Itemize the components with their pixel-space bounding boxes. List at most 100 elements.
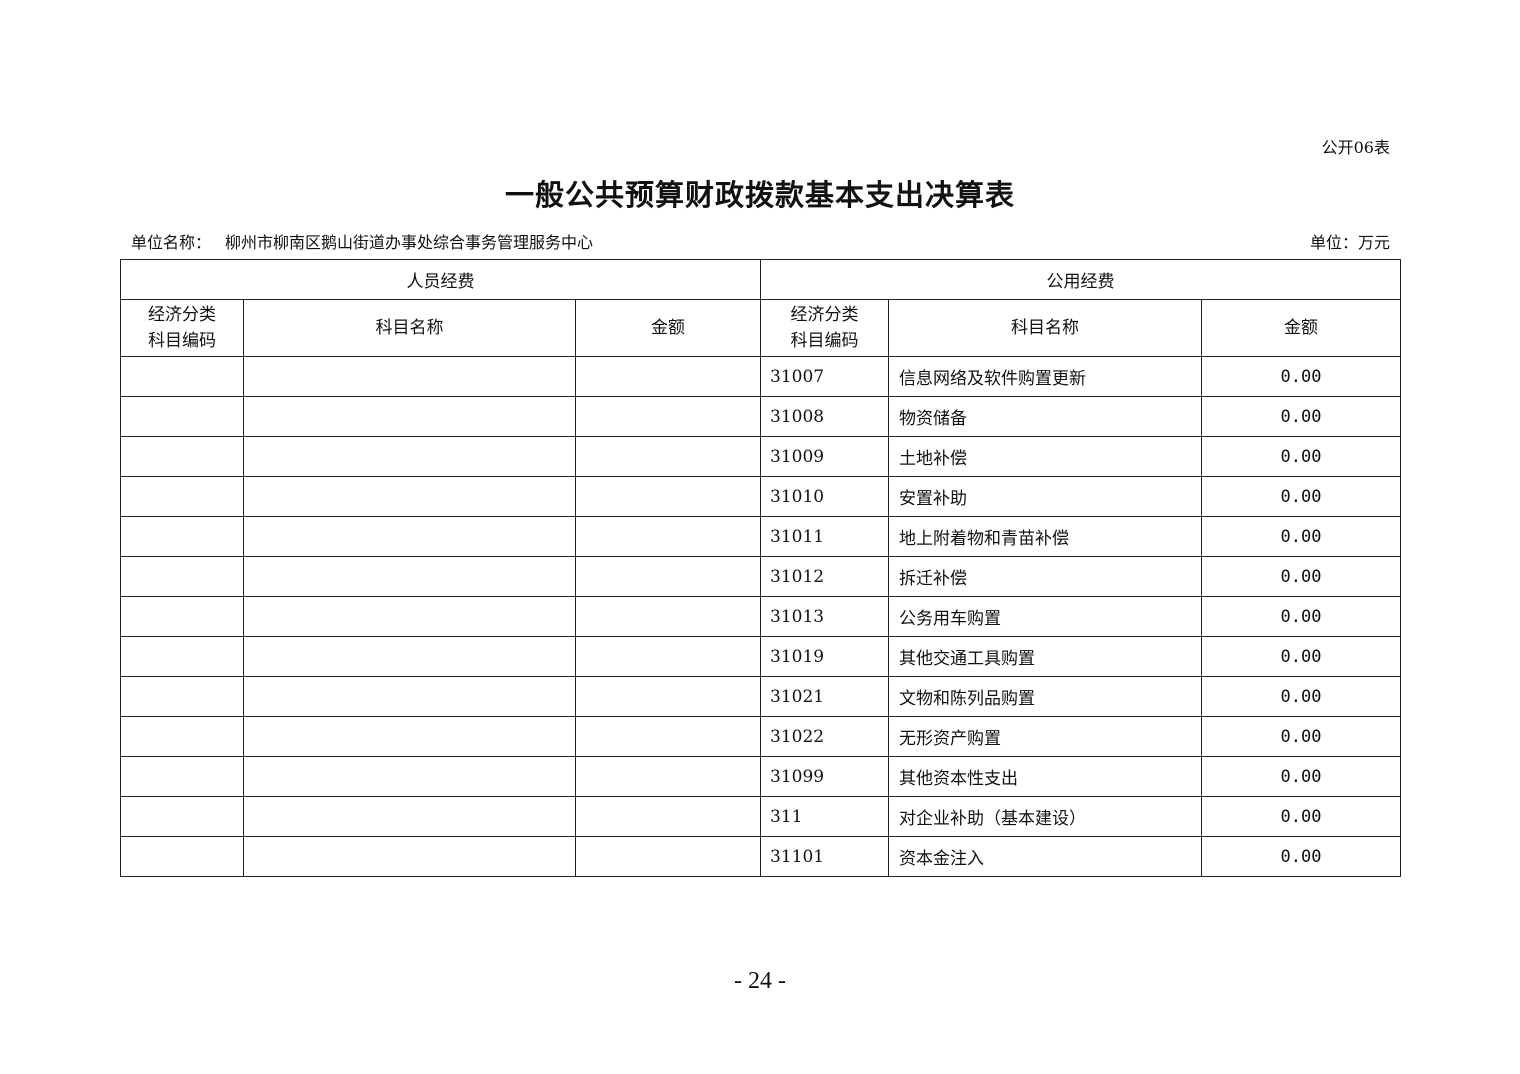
expenditure-table: 人员经费 公用经费 经济分类科目编码 科目名称 金额 经济分类科目编码 科目名称… [120,259,1401,877]
public-amount-cell: 0.00 [1201,596,1401,637]
table-row: 31009 土地补偿 0.00 [120,436,1401,477]
personnel-amount-cell [575,436,761,477]
personnel-name-cell [243,396,576,437]
table-row: 31019 其他交通工具购置 0.00 [120,636,1401,677]
personnel-code-cell [120,796,244,837]
public-code-cell: 31019 [760,636,889,677]
table-row: 31010 安置补助 0.00 [120,476,1401,517]
public-code-cell: 31013 [760,596,889,637]
public-amount-cell: 0.00 [1201,836,1401,877]
personnel-amount-cell [575,556,761,597]
personnel-name-cell [243,836,576,877]
personnel-code-cell [120,396,244,437]
public-amount-cell: 0.00 [1201,796,1401,837]
public-amount-cell: 0.00 [1201,396,1401,437]
page-number: - 24 - [734,968,786,994]
col-header-personnel-amount: 金额 [575,299,761,357]
table-row: 31012 拆迁补偿 0.00 [120,556,1401,597]
public-code-cell: 31007 [760,356,889,397]
table-row: 31007 信息网络及软件购置更新 0.00 [120,356,1401,397]
personnel-code-cell [120,716,244,757]
public-code-cell: 31012 [760,556,889,597]
public-code-cell: 31099 [760,756,889,797]
table-row: 31013 公务用车购置 0.00 [120,596,1401,637]
personnel-code-cell [120,676,244,717]
personnel-name-cell [243,436,576,477]
personnel-name-cell [243,756,576,797]
personnel-name-cell [243,476,576,517]
public-code-cell: 31022 [760,716,889,757]
personnel-code-cell [120,636,244,677]
personnel-amount-cell [575,596,761,637]
personnel-name-cell [243,556,576,597]
personnel-name-cell [243,596,576,637]
form-number: 公开06表 [1321,138,1390,157]
personnel-name-cell [243,716,576,757]
personnel-code-cell [120,516,244,557]
col-header-personnel-name: 科目名称 [243,299,576,357]
public-name-cell: 对企业补助（基本建设） [888,796,1202,837]
personnel-code-cell [120,756,244,797]
public-name-cell: 拆迁补偿 [888,556,1202,597]
public-name-cell: 信息网络及软件购置更新 [888,356,1202,397]
col-header-public-amount: 金额 [1201,299,1401,357]
public-code-cell: 31008 [760,396,889,437]
public-name-cell: 其他资本性支出 [888,756,1202,797]
personnel-code-cell [120,596,244,637]
personnel-name-cell [243,356,576,397]
public-amount-cell: 0.00 [1201,556,1401,597]
public-amount-cell: 0.00 [1201,716,1401,757]
public-amount-cell: 0.00 [1201,476,1401,517]
personnel-amount-cell [575,796,761,837]
unit-name-label: 单位名称： [131,233,212,252]
col-header-line: 经济分类 [148,305,216,325]
table-row: 31099 其他资本性支出 0.00 [120,756,1401,797]
public-code-cell: 31101 [760,836,889,877]
page-title: 一般公共预算财政拨款基本支出决算表 [504,178,1015,212]
public-name-cell: 地上附着物和青苗补偿 [888,516,1202,557]
unit-name-row: 单位名称： 柳州市柳南区鹅山街道办事处综合事务管理服务中心 [131,229,593,253]
personnel-code-cell [120,836,244,877]
table-row: 311 对企业补助（基本建设） 0.00 [120,796,1401,837]
group-public-header: 公用经费 [760,259,1401,300]
public-amount-cell: 0.00 [1201,356,1401,397]
personnel-amount-cell [575,716,761,757]
column-header-row: 经济分类科目编码 科目名称 金额 经济分类科目编码 科目名称 金额 [120,299,1401,357]
personnel-amount-cell [575,756,761,797]
col-header-line: 科目编码 [148,331,216,351]
col-header-line: 经济分类 [790,305,859,325]
col-header-personnel-code: 经济分类 科目编码 [120,299,244,357]
personnel-amount-cell [575,356,761,397]
public-name-cell: 土地补偿 [888,436,1202,477]
public-code-cell: 311 [760,796,889,837]
currency-unit: 单位：万元 [1309,233,1390,252]
col-header-public-name: 科目名称 [888,299,1202,357]
personnel-amount-cell [575,676,761,717]
table-row: 31011 地上附着物和青苗补偿 0.00 [120,516,1401,557]
personnel-code-cell [120,476,244,517]
public-name-cell: 其他交通工具购置 [888,636,1202,677]
public-name-cell: 文物和陈列品购置 [888,676,1202,717]
col-header-public-code: 经济分类 科目编码 [760,299,889,357]
public-name-cell: 物资储备 [888,396,1202,437]
personnel-amount-cell [575,516,761,557]
personnel-code-cell [120,556,244,597]
personnel-name-cell [243,636,576,677]
personnel-amount-cell [575,476,761,517]
group-personnel-header: 人员经费 [120,259,761,300]
public-name-cell: 安置补助 [888,476,1202,517]
col-header-line: 科目编码 [790,331,859,351]
public-amount-cell: 0.00 [1201,676,1401,717]
personnel-code-cell [120,356,244,397]
personnel-amount-cell [575,396,761,437]
public-code-cell: 31009 [760,436,889,477]
public-amount-cell: 0.00 [1201,516,1401,557]
public-code-cell: 31011 [760,516,889,557]
public-amount-cell: 0.00 [1201,436,1401,477]
personnel-amount-cell [575,636,761,677]
public-name-cell: 无形资产购置 [888,716,1202,757]
public-name-cell: 资本金注入 [888,836,1202,877]
personnel-amount-cell [575,836,761,877]
personnel-code-cell [120,436,244,477]
public-amount-cell: 0.00 [1201,756,1401,797]
